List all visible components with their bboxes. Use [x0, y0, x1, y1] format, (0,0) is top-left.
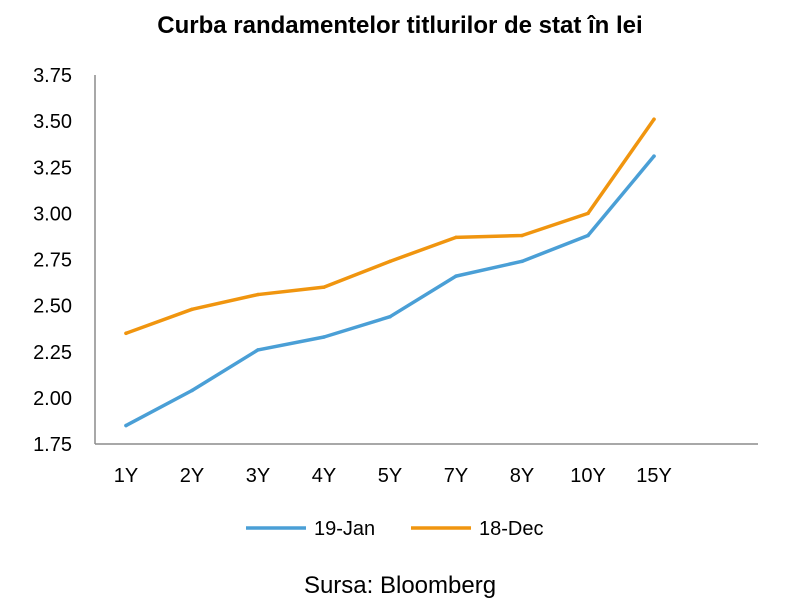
data-point	[388, 314, 392, 319]
data-point	[190, 388, 194, 393]
data-point	[322, 335, 326, 339]
series-line-18-dec	[124, 117, 656, 336]
data-point	[190, 307, 194, 312]
y-tick-label: 3.00	[33, 203, 72, 225]
data-point	[124, 423, 128, 428]
y-tick-label: 2.25	[33, 342, 72, 364]
y-tick-label: 3.50	[33, 111, 72, 133]
y-tick-label: 2.75	[33, 250, 72, 272]
chart-title: Curba randamentelor titlurilor de stat î…	[157, 12, 643, 39]
data-point	[520, 233, 524, 238]
data-point	[652, 154, 656, 158]
x-tick-label: 8Y	[510, 465, 534, 487]
series-line-19-jan	[124, 154, 656, 428]
legend-label: 18-Dec	[479, 518, 543, 540]
x-tick-label: 7Y	[444, 465, 468, 487]
x-tick-label: 1Y	[114, 465, 138, 487]
y-tick-label: 2.00	[33, 388, 72, 410]
data-point	[586, 211, 590, 216]
legend-label: 19-Jan	[314, 518, 375, 540]
data-point	[256, 348, 260, 352]
series-lines	[124, 117, 656, 428]
y-tick-label: 3.25	[33, 157, 72, 179]
data-point	[454, 274, 458, 278]
x-tick-label: 10Y	[570, 465, 606, 487]
y-tick-label: 1.75	[33, 434, 72, 456]
data-point	[322, 285, 326, 289]
x-axis-ticks: 1Y 2Y 3Y 4Y 5Y 7Y 8Y 10Y 15Y	[114, 465, 672, 487]
data-point	[454, 235, 458, 240]
legend: 19-Jan 18-Dec	[246, 518, 543, 540]
x-tick-label: 15Y	[636, 465, 672, 487]
y-tick-label: 2.50	[33, 296, 72, 318]
y-tick-label: 3.75	[33, 65, 72, 87]
x-tick-label: 5Y	[378, 465, 402, 487]
data-point	[388, 259, 392, 264]
x-tick-label: 4Y	[312, 465, 336, 487]
source-note: Sursa: Bloomberg	[303, 572, 497, 599]
data-point	[256, 292, 260, 297]
data-point	[586, 233, 590, 238]
data-point	[652, 117, 656, 122]
y-axis-ticks: 1.75 2.00 2.25 2.50 2.75 3.00 3.25 3.50 3.75	[33, 65, 72, 456]
data-point	[520, 259, 524, 264]
data-point	[124, 331, 128, 336]
x-tick-label: 3Y	[246, 465, 270, 487]
x-tick-label: 2Y	[180, 465, 204, 487]
